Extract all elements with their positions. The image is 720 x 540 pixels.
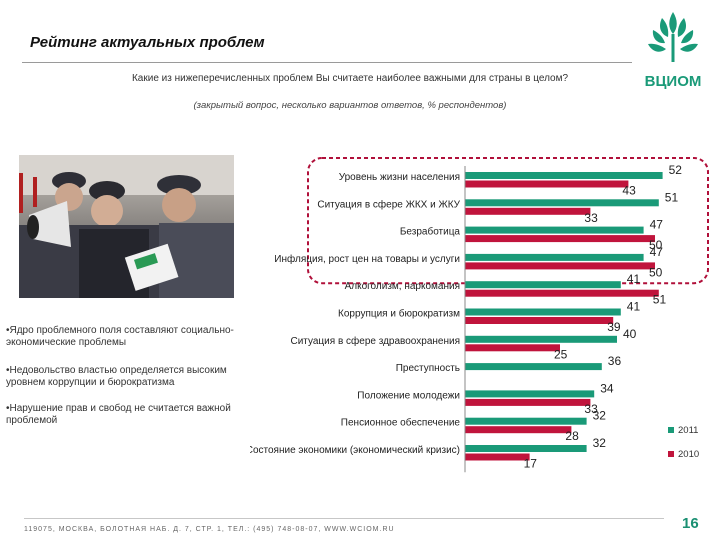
bar-2011 [465, 363, 602, 371]
bar-2011 [465, 199, 659, 207]
chart-legend: 2011 2010 [668, 418, 699, 466]
bar-2011 [465, 417, 587, 425]
legend-swatch-2011 [668, 427, 674, 433]
wciom-logo: ВЦИОМ [645, 12, 702, 90]
data-label-2010: 33 [584, 211, 598, 225]
bar-2010 [465, 207, 591, 215]
bar-2010 [465, 180, 629, 188]
key-findings: •Ядро проблемного поля составляют социал… [6, 325, 256, 443]
bar-2011 [465, 308, 621, 316]
footer-divider [24, 518, 664, 519]
bar-2011 [465, 281, 621, 289]
bar-2010 [465, 289, 659, 297]
legend-label-2011: 2011 [678, 424, 699, 436]
data-label-2011: 51 [665, 190, 679, 204]
problems-bar-chart: Уровень жизни населения 52 43 Ситуация в сф… [250, 157, 709, 473]
data-label-2011: 34 [600, 381, 614, 395]
slide-title: Рейтинг актуальных проблем [30, 34, 265, 51]
protest-photo [19, 155, 234, 298]
page-number: 16 [682, 515, 699, 532]
data-label-2011: 41 [627, 300, 641, 314]
category-label: Алкоголизм, наркомания [345, 281, 460, 292]
bar-2010 [465, 426, 572, 434]
legend-item-2011: 2011 [668, 418, 699, 442]
data-label-2011: 40 [623, 327, 637, 341]
category-label: Состояние экономики (экономический кризи… [250, 445, 460, 456]
data-label-2010: 51 [653, 293, 667, 307]
bar-2010 [465, 344, 560, 352]
bar-2010 [465, 453, 530, 461]
category-label: Положение молодежи [357, 390, 460, 401]
category-label: Инфляция, рост цен на товары и услуги [274, 253, 460, 265]
bar-2010 [465, 398, 591, 406]
legend-swatch-2010 [668, 451, 674, 457]
data-label-2011: 52 [669, 163, 683, 177]
category-label: Ситуация в сфере ЖКХ и ЖКУ [317, 198, 460, 210]
data-label-2010: 28 [565, 429, 579, 443]
category-label: Ситуация в сфере здравоохранения [290, 335, 460, 347]
legend-item-2010: 2010 [668, 442, 699, 466]
data-label-2011: 41 [627, 272, 641, 286]
data-label-2010: 33 [584, 402, 598, 416]
category-label: Пенсионное обеспечение [341, 417, 461, 429]
data-label-2010: 50 [649, 265, 663, 279]
survey-question: Какие из нижеперечисленных проблем Вы сч… [131, 73, 569, 84]
bar-2011 [465, 390, 595, 398]
category-label: Преступность [396, 363, 460, 374]
bar-2011 [465, 172, 663, 179]
data-label-2010: 39 [607, 320, 621, 334]
logo-text: ВЦИОМ [645, 73, 702, 90]
finding-2: •Недовольство властью определяется высок… [6, 365, 227, 388]
bar-2011 [465, 445, 587, 452]
data-label-2010: 50 [649, 238, 663, 252]
data-label-2011: 36 [608, 354, 622, 368]
legend-label-2010: 2010 [678, 448, 700, 460]
bar-2010 [465, 262, 655, 270]
category-label: Безработица [400, 226, 461, 238]
data-label-2011: 47 [650, 218, 664, 232]
highlight-frame [307, 157, 709, 285]
footer-contact: 119075, МОСКВА, БОЛОТНАЯ НАБ. Д. 7, СТР.… [24, 526, 395, 533]
bar-2010 [465, 235, 655, 243]
bar-2011 [465, 226, 644, 234]
bar-2011 [465, 335, 617, 343]
survey-note: (закрытый вопрос, несколько вариантов от… [193, 100, 507, 111]
category-label: Коррупция и бюрократизм [338, 308, 460, 320]
data-label-2010: 17 [524, 457, 538, 471]
finding-1: •Ядро проблемного поля составляют социал… [6, 325, 234, 348]
finding-3: •Нарушение прав и свобод не считается ва… [6, 403, 231, 426]
data-label-2011: 32 [593, 409, 607, 423]
category-label: Уровень жизни населения [339, 172, 460, 183]
title-divider [22, 62, 632, 63]
bar-2011 [465, 253, 644, 261]
data-label-2011: 32 [593, 436, 607, 450]
data-label-2010: 25 [554, 347, 568, 361]
data-label-2010: 43 [622, 184, 636, 198]
data-label-2011: 47 [650, 245, 664, 259]
bar-2010 [465, 317, 614, 324]
